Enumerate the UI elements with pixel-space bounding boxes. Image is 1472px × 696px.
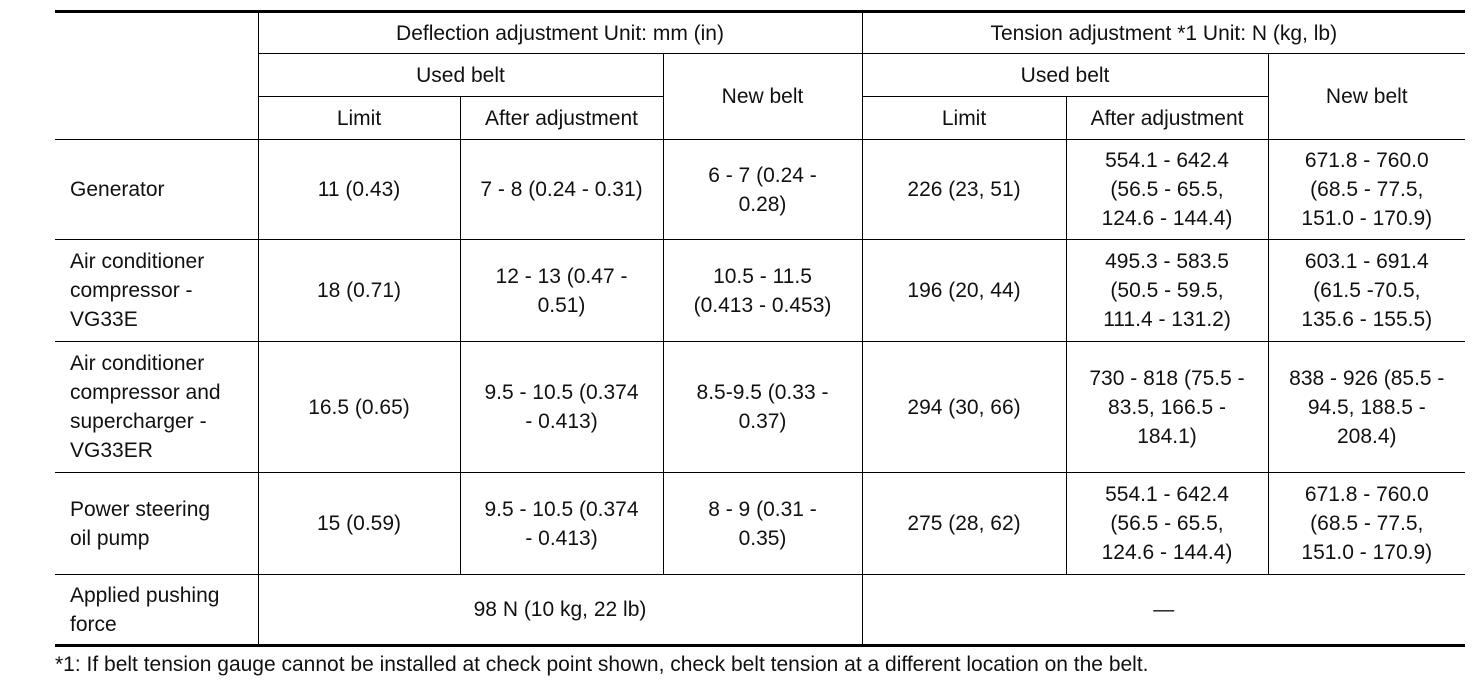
tension-after-cell: 554.1 - 642.4 (56.5 - 65.5, 124.6 - 144.… bbox=[1065, 472, 1269, 575]
deflection-limit-cell: 15 (0.59) bbox=[257, 472, 461, 575]
pushing-force-deflection-value: 98 N (10 kg, 22 lb) bbox=[257, 574, 863, 647]
row-label: Air conditioner compressor - VG33E bbox=[55, 239, 259, 342]
tension-new-cell: 838 - 926 (85.5 - 94.5, 188.5 - 208.4) bbox=[1267, 341, 1466, 473]
tension-after-header: After adjustment bbox=[1065, 96, 1269, 140]
footnote: *1: If belt tension gauge cannot be inst… bbox=[55, 653, 1149, 676]
header-row-2: Used belt New belt Used belt New belt bbox=[55, 53, 1466, 140]
deflection-new-cell: 6 - 7 (0.24 - 0.28) bbox=[662, 139, 863, 240]
table-row: Air conditioner compressor - VG33E 18 (0… bbox=[55, 239, 1466, 342]
tension-used-belt-header: Used belt bbox=[861, 53, 1269, 97]
deflection-after-cell: 7 - 8 (0.24 - 0.31) bbox=[459, 139, 664, 240]
corner-cell bbox=[55, 10, 259, 140]
tension-new-cell: 671.8 - 760.0 (68.5 - 77.5, 151.0 - 170.… bbox=[1267, 139, 1466, 240]
tension-new-cell: 671.8 - 760.0 (68.5 - 77.5, 151.0 - 170.… bbox=[1267, 472, 1466, 575]
deflection-new-cell: 8 - 9 (0.31 - 0.35) bbox=[662, 472, 863, 575]
deflection-used-belt-header: Used belt bbox=[258, 53, 664, 97]
tension-new-belt-header: New belt bbox=[1267, 53, 1466, 140]
row-label: Power steering oil pump bbox=[55, 472, 259, 575]
deflection-after-cell: 9.5 - 10.5 (0.374 - 0.413) bbox=[459, 341, 664, 473]
tension-after-cell: 495.3 - 583.5 (50.5 - 59.5, 111.4 - 131.… bbox=[1065, 239, 1269, 342]
deflection-after-header: After adjustment bbox=[459, 96, 664, 140]
deflection-new-cell: 10.5 - 11.5 (0.413 - 0.453) bbox=[662, 239, 863, 342]
tension-limit-cell: 275 (28, 62) bbox=[861, 472, 1067, 575]
pushing-force-label: Applied pushing force bbox=[55, 574, 259, 647]
table-row: Power steering oil pump 15 (0.59) 9.5 - … bbox=[55, 472, 1466, 575]
table-row: Air conditioner compressor and superchar… bbox=[55, 341, 1466, 473]
tension-limit-header: Limit bbox=[861, 96, 1067, 140]
tension-new-cell: 603.1 - 691.4 (61.5 -70.5, 135.6 - 155.5… bbox=[1267, 239, 1466, 342]
deflection-limit-header: Limit bbox=[258, 96, 461, 140]
pushing-force-tension-value: — bbox=[861, 574, 1466, 647]
row-label: Air conditioner compressor and superchar… bbox=[55, 341, 259, 473]
row-label: Generator bbox=[55, 139, 259, 240]
tension-after-cell: 554.1 - 642.4 (56.5 - 65.5, 124.6 - 144.… bbox=[1065, 139, 1269, 240]
deflection-new-cell: 8.5-9.5 (0.33 - 0.37) bbox=[662, 341, 863, 473]
deflection-limit-cell: 16.5 (0.65) bbox=[257, 341, 461, 473]
deflection-after-cell: 12 - 13 (0.47 - 0.51) bbox=[459, 239, 664, 342]
pushing-force-row: Applied pushing force 98 N (10 kg, 22 lb… bbox=[55, 574, 1466, 647]
table-row: Generator 11 (0.43) 7 - 8 (0.24 - 0.31) … bbox=[55, 139, 1466, 240]
deflection-header: Deflection adjustment Unit: mm (in) bbox=[257, 10, 863, 54]
header-row-1: Deflection adjustment Unit: mm (in) Tens… bbox=[55, 10, 1466, 140]
tension-limit-cell: 294 (30, 66) bbox=[861, 341, 1067, 473]
header-row-3: Limit After adjustment Limit After adjus… bbox=[55, 96, 1465, 140]
deflection-limit-cell: 11 (0.43) bbox=[257, 139, 461, 240]
deflection-limit-cell: 18 (0.71) bbox=[257, 239, 461, 342]
tension-limit-cell: 226 (23, 51) bbox=[861, 139, 1067, 240]
belt-spec-table: Deflection adjustment Unit: mm (in) Tens… bbox=[55, 10, 1466, 647]
tension-limit-cell: 196 (20, 44) bbox=[861, 239, 1067, 342]
deflection-after-cell: 9.5 - 10.5 (0.374 - 0.413) bbox=[459, 472, 664, 575]
tension-header: Tension adjustment *1 Unit: N (kg, lb) bbox=[861, 10, 1466, 54]
deflection-new-belt-header: New belt bbox=[662, 53, 863, 140]
tension-after-cell: 730 - 818 (75.5 - 83.5, 166.5 - 184.1) bbox=[1065, 341, 1269, 473]
